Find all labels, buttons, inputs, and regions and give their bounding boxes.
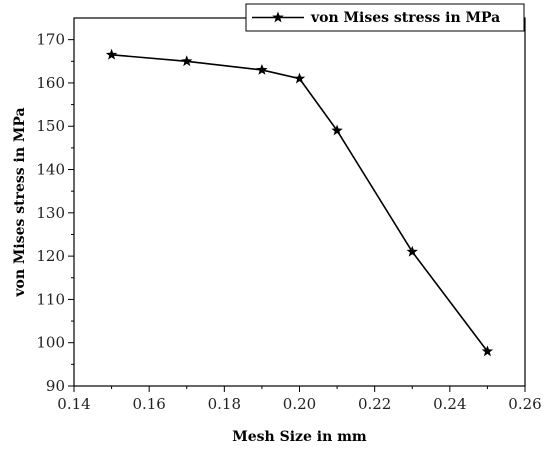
y-tick-label: 130 bbox=[36, 204, 65, 222]
axis-ticks bbox=[68, 39, 526, 392]
x-tick-label: 0.24 bbox=[433, 395, 466, 413]
y-tick-label: 120 bbox=[36, 247, 65, 265]
data-point-star bbox=[331, 124, 343, 136]
series-line bbox=[111, 54, 489, 352]
data-point-star bbox=[293, 72, 306, 84]
x-tick-label: 0.16 bbox=[132, 395, 165, 413]
y-tick-label: 170 bbox=[36, 31, 65, 49]
data-point-star bbox=[406, 245, 418, 257]
data-point-star bbox=[181, 55, 193, 67]
data-point-star bbox=[256, 63, 268, 75]
x-tick-label: 0.22 bbox=[358, 395, 391, 413]
y-tick-label: 100 bbox=[36, 334, 65, 352]
y-tick-labels: 90 100 110 120 130 140 150 160 170 bbox=[36, 31, 65, 395]
data-point-star bbox=[481, 345, 494, 357]
y-tick-label: 140 bbox=[36, 161, 65, 179]
y-axis-title: von Mises stress in MPa bbox=[12, 107, 28, 297]
legend-label: von Mises stress in MPa bbox=[310, 10, 500, 26]
x-tick-label: 0.26 bbox=[508, 395, 541, 413]
y-tick-label: 160 bbox=[36, 74, 65, 92]
data-point-star bbox=[105, 48, 118, 60]
legend-star-icon bbox=[272, 11, 284, 23]
legend: von Mises stress in MPa bbox=[245, 3, 525, 32]
y-tick-label: 90 bbox=[46, 377, 65, 395]
x-axis-title: Mesh Size in mm bbox=[232, 429, 367, 445]
x-tick-label: 0.14 bbox=[57, 395, 90, 413]
x-tick-label: 0.20 bbox=[283, 395, 316, 413]
x-tick-labels: 0.14 0.16 0.18 0.20 0.22 0.24 0.26 bbox=[57, 395, 541, 413]
x-tick-label: 0.18 bbox=[208, 395, 241, 413]
y-tick-label: 150 bbox=[36, 117, 65, 135]
series-markers bbox=[105, 48, 494, 357]
y-tick-label: 110 bbox=[36, 290, 65, 308]
